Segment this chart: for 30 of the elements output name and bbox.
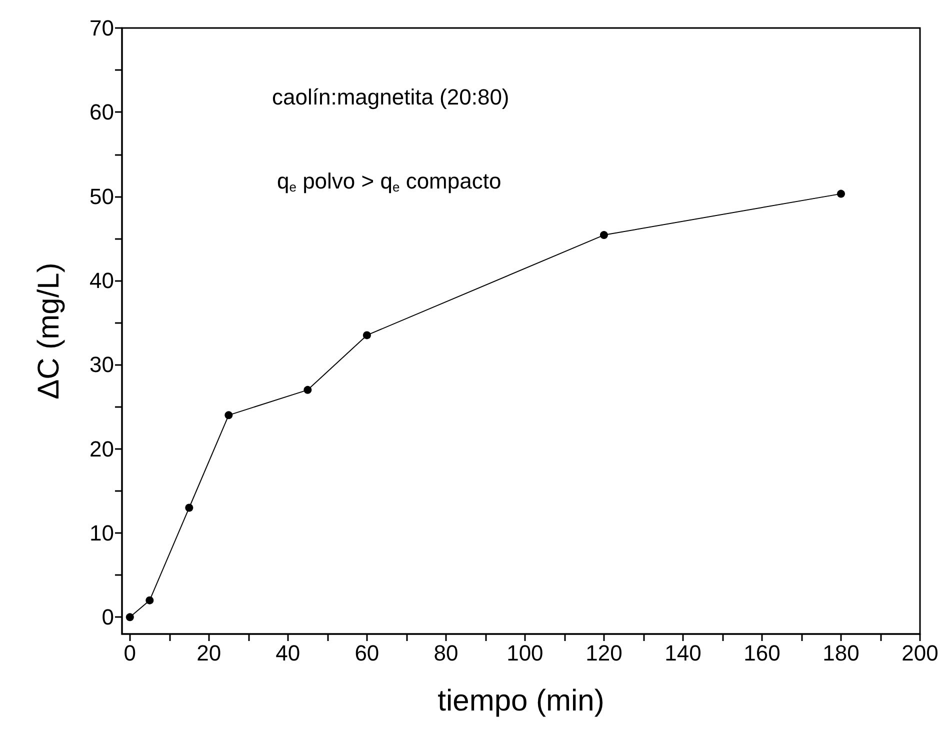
y-tick-label: 50: [90, 184, 114, 209]
x-tick-label: 60: [354, 640, 380, 666]
x-tick-label: 160: [744, 640, 780, 666]
point: [600, 231, 608, 240]
x-axis-title: tiempo (min): [438, 684, 604, 718]
y-axis-title: ΔC (mg/L): [32, 262, 66, 400]
y-tick-label: 0: [102, 604, 114, 630]
x-tick-label: 40: [276, 640, 300, 666]
x-tick-label: 180: [822, 640, 860, 666]
y-tick-label: 10: [90, 520, 114, 546]
x-tick-label: 80: [434, 640, 458, 666]
y-tick-label: 20: [90, 436, 114, 462]
y-tick-label: 60: [90, 100, 114, 125]
x-tick-label: 200: [902, 640, 938, 666]
point: [224, 411, 233, 420]
y-tick-label: 30: [90, 352, 114, 378]
x-tick-label: 120: [586, 640, 622, 666]
point: [126, 613, 134, 622]
y-tick-label: 40: [90, 268, 114, 293]
x-tick-label: 140: [664, 640, 702, 666]
point: [146, 596, 154, 604]
point: [837, 190, 845, 198]
annotation: caolín:magnetita (20:80): [272, 84, 510, 110]
x-tick-label: 100: [506, 640, 544, 666]
x-tick-label: 20: [196, 640, 222, 666]
y-tick-label: 70: [90, 16, 114, 40]
point: [185, 504, 194, 512]
point: [304, 386, 312, 394]
point: [362, 331, 371, 340]
x-tick-label: 0: [124, 640, 136, 666]
